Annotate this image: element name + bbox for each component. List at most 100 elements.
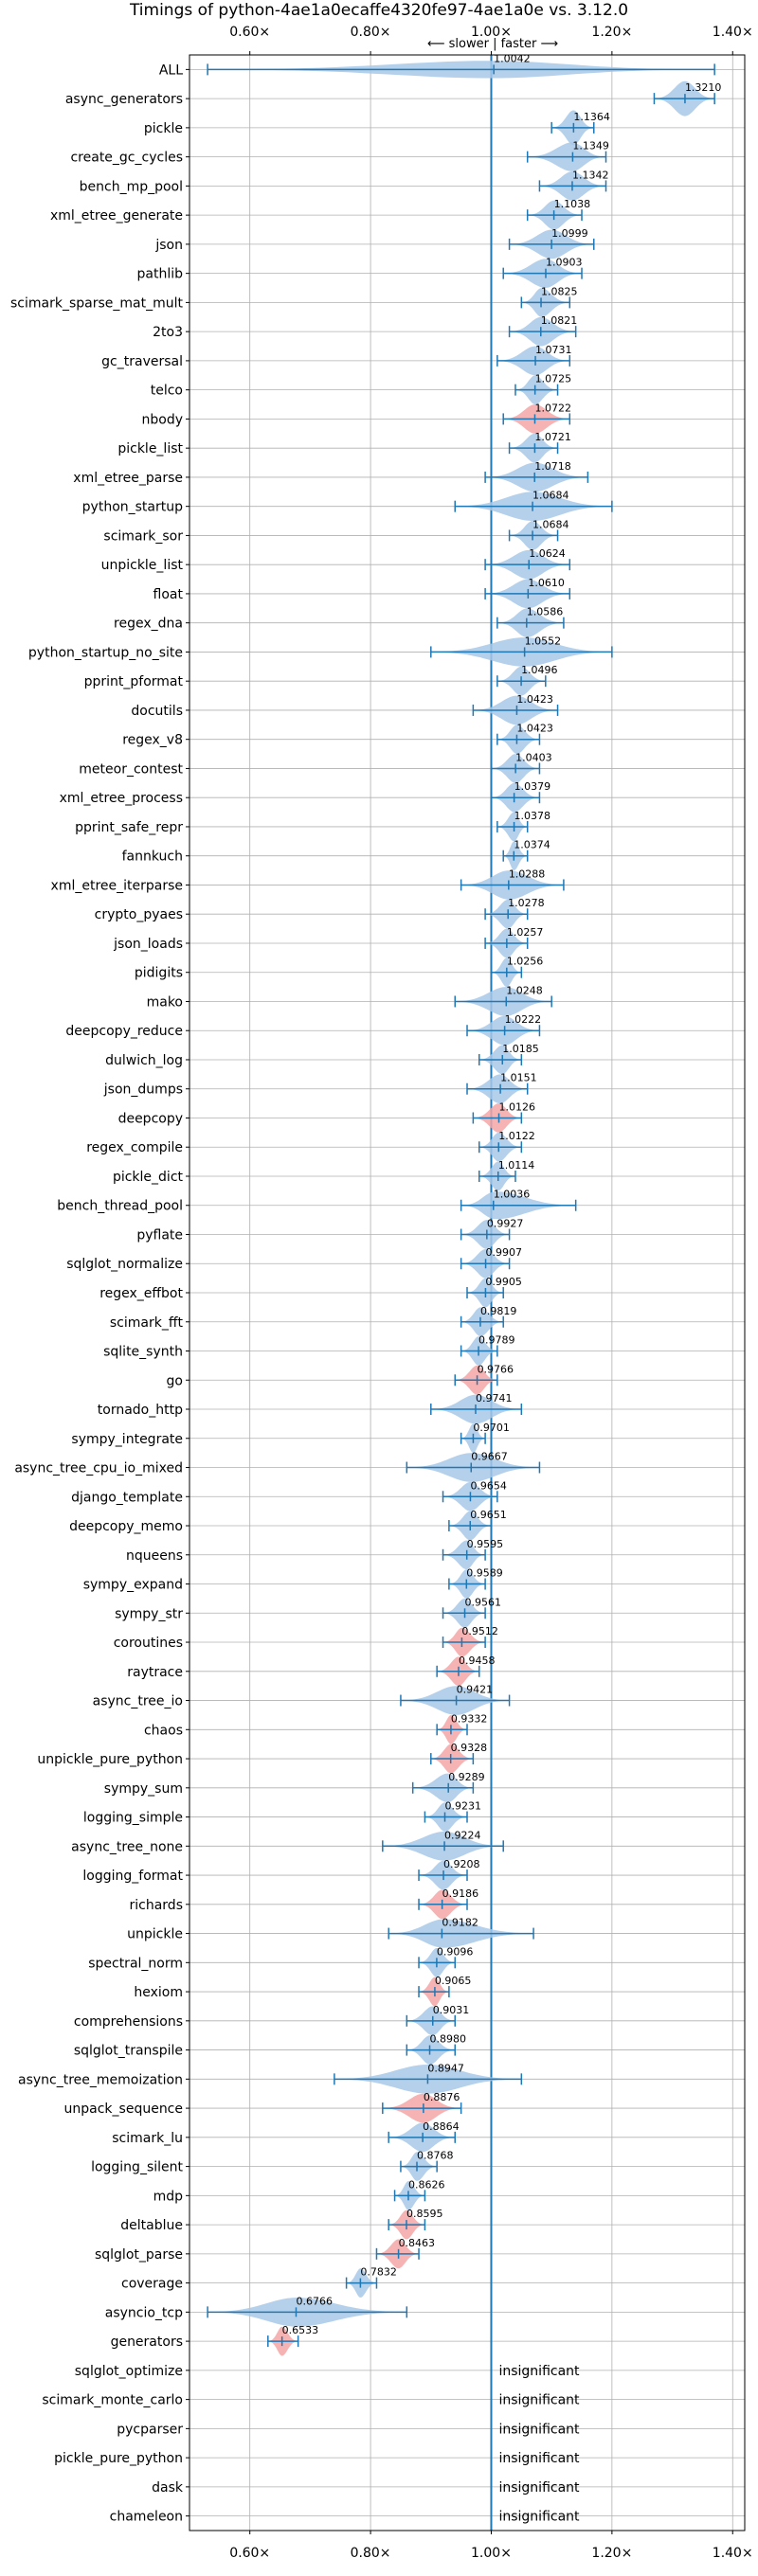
data-label: 1.0257	[507, 926, 544, 939]
data-label: 0.9421	[457, 1684, 494, 1696]
data-label: 0.8876	[424, 2091, 460, 2103]
data-label: 0.9182	[442, 1917, 478, 1929]
category-label: json	[154, 238, 183, 253]
plot-frame	[189, 54, 746, 2531]
category-label: scimark_sparse_mat_mult	[10, 295, 183, 311]
category-label: pickle_dict	[113, 1170, 184, 1185]
category-label: fannkuch	[122, 850, 183, 865]
data-label: 0.8595	[406, 2208, 443, 2220]
data-label: 0.8626	[408, 2178, 445, 2191]
data-label: 0.9667	[471, 1451, 507, 1463]
data-label: 1.0721	[534, 431, 571, 443]
data-label: 1.1038	[554, 198, 591, 210]
data-label: 1.0248	[506, 984, 543, 996]
category-label: sqlglot_optimize	[75, 2364, 183, 2379]
data-label: 0.8864	[423, 2120, 460, 2133]
category-label: float	[153, 587, 184, 602]
data-label: 0.9819	[480, 1305, 517, 1317]
data-label: 0.9654	[470, 1479, 507, 1492]
category-label: deepcopy_reduce	[65, 1024, 183, 1039]
category-label: xml_etree_generate	[50, 208, 183, 224]
data-label: 0.9905	[485, 1276, 522, 1288]
data-label: 0.9741	[476, 1392, 513, 1404]
insignificant-label: insignificant	[498, 2480, 580, 2496]
category-label: pickle	[144, 121, 183, 136]
labels-layer: 0.60× 0.60× 0.80× 0.80× 1.00× 1.00× 1.20× 1.20×…	[10, 25, 753, 2561]
data-label: 0.9789	[478, 1334, 514, 1347]
data-label: 0.9651	[470, 1509, 507, 1521]
category-label: crypto_pyaes	[95, 907, 183, 922]
data-label: 1.0821	[541, 314, 578, 327]
data-label: 0.9701	[473, 1422, 509, 1434]
data-label: 1.1349	[572, 140, 609, 152]
data-label: 1.0151	[500, 1072, 537, 1084]
category-label: scimark_lu	[112, 2131, 183, 2146]
category-label: create_gc_cycles	[70, 151, 183, 166]
category-label: logging_format	[82, 1869, 183, 1884]
data-label: 1.0552	[525, 635, 562, 647]
data-label: 1.0684	[532, 490, 569, 502]
data-label: 0.8463	[399, 2237, 436, 2249]
data-label: 1.0378	[514, 810, 551, 822]
category-label: pathlib	[137, 267, 184, 282]
data-label: 0.9186	[442, 1887, 479, 1900]
category-label: scimark_monte_carlo	[42, 2393, 183, 2408]
data-label: 0.9512	[461, 1625, 498, 1637]
category-label: gc_traversal	[101, 354, 183, 369]
category-label: meteor_contest	[79, 761, 183, 777]
grid-layer	[186, 51, 745, 2534]
data-label: 1.0718	[534, 460, 571, 473]
category-label: pycparser	[117, 2422, 183, 2437]
data-label: 1.0114	[498, 1159, 535, 1172]
data-label: 1.0288	[509, 868, 546, 880]
category-label: comprehensions	[74, 2014, 183, 2030]
data-label: 1.1342	[572, 169, 609, 181]
category-label: async_tree_memoization	[18, 2072, 183, 2087]
data-label: 0.6533	[282, 2324, 319, 2336]
category-label: unpack_sequence	[64, 2102, 183, 2117]
data-label: 1.0042	[494, 52, 531, 64]
category-label: sympy_integrate	[71, 1432, 183, 1447]
category-label: xml_etree_parse	[73, 471, 183, 486]
category-label: sqlite_synth	[103, 1345, 183, 1360]
category-label: docutils	[131, 704, 183, 719]
data-label: 0.6766	[296, 2295, 333, 2307]
category-label: richards	[130, 1898, 184, 1913]
category-label: sympy_expand	[83, 1578, 183, 1593]
data-label: 1.0725	[535, 373, 572, 385]
data-label: 1.0278	[508, 897, 545, 909]
category-label: nqueens	[126, 1548, 183, 1564]
data-label: 1.0185	[502, 1043, 539, 1055]
data-label: 0.9589	[466, 1567, 502, 1580]
data-label: 1.0126	[499, 1100, 536, 1113]
data-label: 0.9231	[444, 1800, 481, 1813]
insignificant-label: insignificant	[498, 2510, 580, 2525]
x-tick-label-top: 1.20×	[591, 25, 632, 40]
category-label: dulwich_log	[105, 1053, 183, 1068]
category-label: pprint_safe_repr	[75, 820, 183, 835]
data-label: 1.0722	[534, 402, 571, 414]
category-label: mdp	[153, 2189, 184, 2204]
data-label: 0.9766	[478, 1363, 514, 1375]
data-label: 1.0122	[498, 1130, 535, 1142]
data-label: 0.9595	[467, 1538, 504, 1550]
category-label: django_template	[71, 1490, 183, 1505]
data-label: 1.0256	[507, 956, 544, 968]
category-label: chaos	[144, 1723, 183, 1738]
category-label: json_loads	[113, 937, 183, 952]
category-label: nbody	[142, 412, 184, 427]
data-label: 1.0586	[527, 606, 564, 618]
data-label: 1.0624	[529, 547, 566, 560]
category-label: dask	[152, 2480, 184, 2496]
category-label: asyncio_tcp	[105, 2305, 183, 2320]
category-label: sympy_str	[115, 1606, 183, 1621]
data-label: 0.9065	[435, 1975, 472, 1987]
category-label: unpickle_pure_python	[37, 1752, 183, 1767]
data-label: 0.8980	[430, 2033, 467, 2046]
category-label: python_startup_no_site	[28, 645, 183, 660]
marks-layer	[207, 55, 715, 2531]
data-label: 0.9907	[486, 1246, 523, 1259]
category-label: unpickle_list	[101, 558, 184, 573]
category-label: sqlglot_normalize	[66, 1257, 183, 1272]
